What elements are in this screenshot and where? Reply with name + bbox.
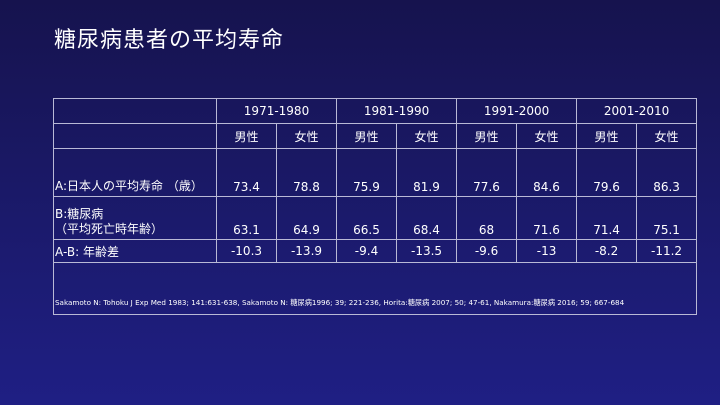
life-expectancy-table: 1971-1980 1981-1990 1991-2000 2001-2010 … xyxy=(52,98,698,315)
table-cell: 71.6 xyxy=(516,196,578,240)
table-cell: -13.5 xyxy=(396,239,458,263)
decade-header: 1981-1990 xyxy=(336,98,458,124)
row-label: B:糖尿病 （平均死亡時年齢） xyxy=(53,196,217,240)
slide-title: 糖尿病患者の平均寿命 xyxy=(54,28,285,53)
table-cell: 75.9 xyxy=(336,148,398,197)
table-cell: 84.6 xyxy=(516,148,578,197)
decade-header-row: 1971-1980 1981-1990 1991-2000 2001-2010 xyxy=(53,98,698,124)
sex-header: 女性 xyxy=(636,123,698,149)
table-cell: 75.1 xyxy=(636,196,698,240)
reference-citation: Sakamoto N: Tohoku J Exp Med 1983; 141:6… xyxy=(52,262,698,315)
table-cell: 78.8 xyxy=(275,148,338,197)
sex-header: 男性 xyxy=(216,123,277,149)
decade-header: 2001-2010 xyxy=(576,98,698,124)
table-cell: -11.2 xyxy=(636,239,698,263)
decade-header: 1971-1980 xyxy=(215,98,338,124)
decade-header: 1991-2000 xyxy=(456,98,578,124)
table-cell: 66.5 xyxy=(336,196,398,240)
table-cell: 68.4 xyxy=(396,196,458,240)
table-cell: 73.4 xyxy=(216,148,277,197)
sex-header: 男性 xyxy=(456,123,518,149)
corner-cell xyxy=(53,98,217,124)
table-cell: 81.9 xyxy=(396,148,458,197)
table-row-diabetes-age-at-death: B:糖尿病 （平均死亡時年齢） 63.1 64.9 66.5 68.4 68 7… xyxy=(53,196,698,240)
sex-header: 男性 xyxy=(576,123,638,149)
table-cell: -8.2 xyxy=(576,239,638,263)
row-label-line1: B:糖尿病 xyxy=(55,207,104,221)
table-cell: -13 xyxy=(516,239,578,263)
table-cell: 79.6 xyxy=(576,148,638,197)
reference-row: Sakamoto N: Tohoku J Exp Med 1983; 141:6… xyxy=(52,262,698,315)
table-cell: 68 xyxy=(456,196,518,240)
table-cell: -9.6 xyxy=(456,239,518,263)
table-cell: 86.3 xyxy=(636,148,698,197)
sex-header: 女性 xyxy=(275,123,338,149)
row-label-line2: （平均死亡時年齢） xyxy=(55,222,164,236)
row-label: A:日本人の平均寿命 （歳） xyxy=(53,148,217,197)
empty-label-cell xyxy=(53,123,217,149)
row-label: A-B: 年齢差 xyxy=(53,239,217,263)
table-row-japanese-life-expectancy: A:日本人の平均寿命 （歳） 73.4 78.8 75.9 81.9 77.6 … xyxy=(53,148,698,197)
table-cell: 77.6 xyxy=(456,148,518,197)
table-row-age-difference: A-B: 年齢差 -10.3 -13.9 -9.4 -13.5 -9.6 -13… xyxy=(53,239,698,263)
table-cell: 63.1 xyxy=(216,196,277,240)
table-cell: -9.4 xyxy=(336,239,398,263)
table-cell: 64.9 xyxy=(275,196,338,240)
table-cell: 71.4 xyxy=(576,196,638,240)
sex-header: 男性 xyxy=(336,123,398,149)
sex-header-row: 男性 女性 男性 女性 男性 女性 男性 女性 xyxy=(53,123,698,149)
sex-header: 女性 xyxy=(516,123,578,149)
sex-header: 女性 xyxy=(396,123,458,149)
table-cell: -10.3 xyxy=(216,239,277,263)
table-cell: -13.9 xyxy=(275,239,338,263)
